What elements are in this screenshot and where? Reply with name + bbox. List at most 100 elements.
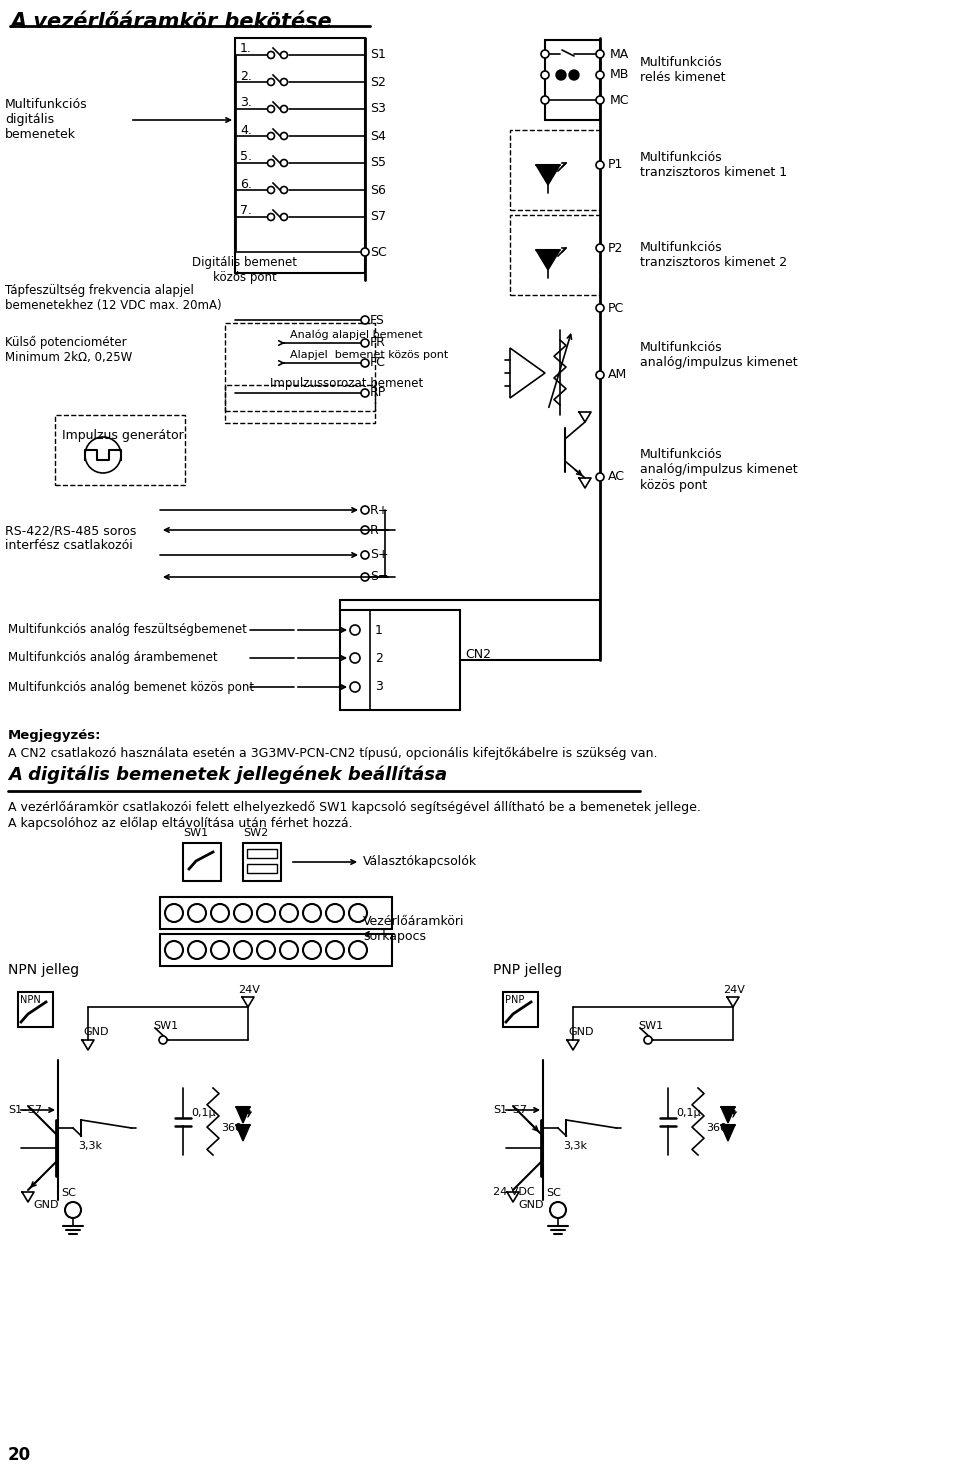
Text: R+: R+ [370, 504, 390, 517]
Circle shape [165, 941, 183, 959]
Text: MA: MA [610, 47, 629, 60]
Circle shape [280, 904, 298, 922]
Text: Multifunkciós
analóg/impulzus kimenet: Multifunkciós analóg/impulzus kimenet [640, 341, 798, 368]
Circle shape [596, 50, 604, 59]
Circle shape [280, 160, 287, 166]
Bar [183, 843, 221, 881]
Circle shape [280, 132, 287, 139]
Circle shape [303, 904, 321, 922]
Text: Impulzussorozat bemenet: Impulzussorozat bemenet [270, 376, 423, 389]
Circle shape [165, 904, 183, 922]
Text: S−: S− [370, 571, 389, 583]
Text: Multifunkciós
tranzisztoros kimenet 1: Multifunkciós tranzisztoros kimenet 1 [640, 151, 787, 179]
Circle shape [65, 1202, 81, 1218]
Text: Digitális bemenet
közös pont: Digitális bemenet közös pont [193, 255, 298, 283]
Text: S1: S1 [370, 48, 386, 62]
Text: Analóg alapjel bemenet: Analóg alapjel bemenet [290, 330, 422, 341]
Text: 4.: 4. [240, 123, 252, 137]
Text: FS: FS [370, 314, 385, 326]
Circle shape [303, 941, 321, 959]
Text: S1–S7: S1–S7 [493, 1105, 527, 1116]
Text: RP: RP [370, 386, 386, 399]
Bar [340, 611, 460, 711]
Polygon shape [721, 1107, 735, 1123]
Text: NPN: NPN [20, 995, 40, 1006]
Text: SC: SC [546, 1188, 561, 1198]
Text: NPN jelleg: NPN jelleg [8, 963, 79, 978]
Text: PNP: PNP [505, 995, 524, 1006]
Text: GND: GND [33, 1199, 59, 1210]
Text: S+: S+ [370, 549, 389, 561]
Text: 6.: 6. [240, 178, 252, 191]
Bar [510, 131, 600, 210]
Text: S7: S7 [370, 210, 386, 223]
Circle shape [326, 904, 344, 922]
Circle shape [349, 904, 367, 922]
Bar [247, 865, 277, 873]
Circle shape [268, 106, 275, 113]
Circle shape [350, 625, 360, 636]
Text: PNP jelleg: PNP jelleg [493, 963, 563, 978]
Circle shape [361, 550, 369, 559]
Circle shape [541, 95, 549, 104]
Circle shape [280, 51, 287, 59]
Text: Multifunkciós analóg feszültségbemenet: Multifunkciós analóg feszültségbemenet [8, 624, 247, 637]
Text: Multifunkciós
tranzisztoros kimenet 2: Multifunkciós tranzisztoros kimenet 2 [640, 241, 787, 269]
Bar [235, 38, 365, 273]
Circle shape [211, 904, 229, 922]
Circle shape [268, 213, 275, 220]
Text: GND: GND [568, 1028, 593, 1036]
Text: 1.: 1. [240, 43, 252, 56]
Text: CN2: CN2 [465, 649, 491, 662]
Text: MB: MB [610, 69, 630, 82]
Text: AM: AM [608, 368, 627, 382]
Text: 3,3k: 3,3k [563, 1141, 587, 1151]
Circle shape [234, 904, 252, 922]
Polygon shape [536, 164, 560, 185]
Bar [243, 843, 281, 881]
Circle shape [596, 70, 604, 79]
Circle shape [361, 389, 369, 396]
Text: S6: S6 [370, 184, 386, 197]
Text: S1–S7: S1–S7 [8, 1105, 42, 1116]
Text: S5: S5 [370, 157, 386, 169]
Text: S2: S2 [370, 75, 386, 88]
Text: SW1: SW1 [638, 1022, 663, 1031]
Circle shape [349, 941, 367, 959]
Text: A kapcsolóhoz az előlap eltávolítása után férhet hozzá.: A kapcsolóhoz az előlap eltávolítása utá… [8, 816, 352, 829]
Text: P2: P2 [608, 242, 623, 254]
Circle shape [268, 78, 275, 85]
Text: 3,3k: 3,3k [78, 1141, 102, 1151]
Text: 5.: 5. [240, 151, 252, 163]
Text: GND: GND [83, 1028, 108, 1036]
Circle shape [644, 1036, 652, 1044]
Circle shape [361, 360, 369, 367]
Text: 24V: 24V [723, 985, 745, 995]
Circle shape [541, 50, 549, 59]
Circle shape [326, 941, 344, 959]
Circle shape [596, 95, 604, 104]
Text: 3.: 3. [240, 97, 252, 110]
Text: 360: 360 [706, 1123, 727, 1133]
Bar [160, 934, 392, 966]
Bar [160, 897, 392, 929]
Circle shape [280, 78, 287, 85]
Text: Vezérlőáramköri
sorkapocs: Vezérlőáramköri sorkapocs [363, 915, 465, 942]
Circle shape [350, 653, 360, 664]
Bar [247, 849, 277, 857]
Circle shape [596, 371, 604, 379]
Text: 360: 360 [221, 1123, 242, 1133]
Text: Multifunkciós
analóg/impulzus kimenet
közös pont: Multifunkciós analóg/impulzus kimenet kö… [640, 449, 798, 492]
Circle shape [596, 244, 604, 252]
Text: PC: PC [608, 301, 624, 314]
Text: 3: 3 [375, 681, 383, 693]
Circle shape [280, 186, 287, 194]
Circle shape [257, 904, 275, 922]
Text: P1: P1 [608, 159, 623, 172]
Bar [18, 992, 53, 1028]
Circle shape [350, 683, 360, 691]
Text: 20: 20 [8, 1446, 31, 1464]
Text: A CN2 csatlakozó használata esetén a 3G3MV-PCN-CN2 típusú, opcionális kifejtőkáb: A CN2 csatlakozó használata esetén a 3G3… [8, 746, 658, 759]
Circle shape [268, 160, 275, 166]
Circle shape [361, 316, 369, 324]
